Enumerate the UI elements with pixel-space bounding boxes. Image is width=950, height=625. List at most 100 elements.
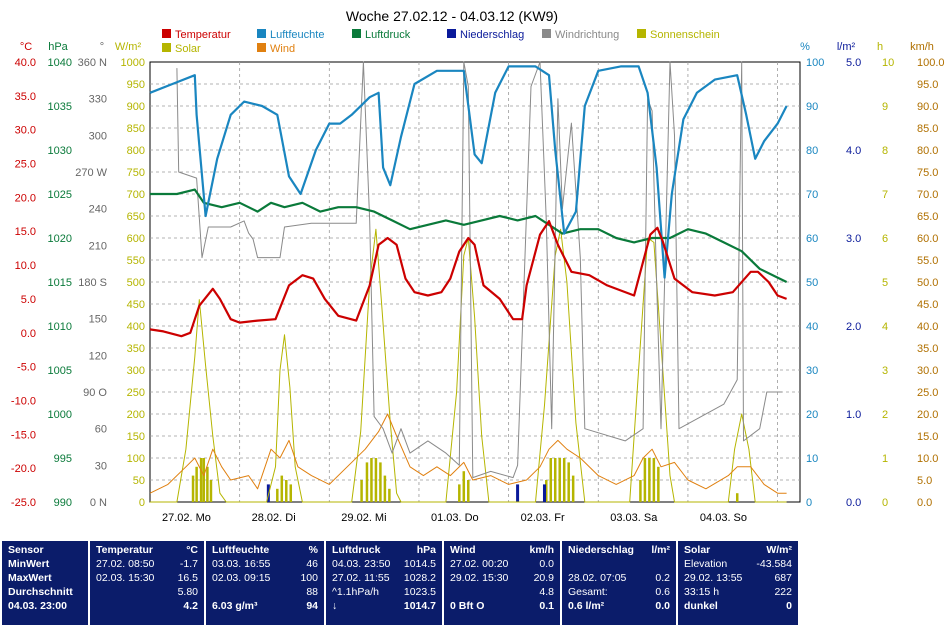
summary-value: 1023.5	[403, 586, 436, 598]
sunshine-bar	[467, 480, 470, 502]
sunshine-bar	[195, 466, 198, 502]
sunshine-bar	[209, 480, 213, 502]
axis-tick-label: 60.0	[917, 233, 938, 245]
axis-tick-label: 65.0	[917, 211, 938, 223]
legend-label: Wind	[270, 43, 295, 55]
sunshine-bar	[735, 493, 739, 502]
summary-label: 0 Bft O	[450, 600, 485, 612]
axis-tick-label: 330	[89, 94, 107, 106]
summary-label: Sensor	[8, 544, 44, 556]
summary-row: Niederschlag l/m²	[568, 543, 670, 557]
sunshine-bar	[206, 466, 209, 502]
sunshine-bar	[458, 484, 461, 502]
summary-label: Niederschlag	[568, 544, 634, 556]
axis-tick-label: 80	[806, 145, 818, 157]
axis-tick-label: 360 N	[78, 57, 107, 69]
axis-tick-label: 90.0	[917, 101, 938, 113]
axis-tick-label: 20.0	[917, 409, 938, 421]
axis-tick-label: 15.0	[15, 226, 36, 238]
axis-tick-label: 7	[882, 189, 888, 201]
axis-tick-label: -20.0	[11, 463, 36, 475]
sunshine-bar	[652, 458, 656, 502]
sunshine-bar	[553, 458, 557, 502]
summary-value: 0.1	[539, 600, 554, 612]
summary-label: dunkel	[684, 600, 718, 612]
summary-row: Wind km/h	[450, 543, 554, 557]
chart-lines	[149, 61, 788, 503]
axis-unit: km/h	[910, 41, 934, 53]
axis-tick-label: 850	[127, 123, 145, 135]
summary-row: Elevation -43.584	[684, 557, 792, 571]
axis-unit: W/m²	[115, 41, 142, 53]
summary-value: 4.8	[539, 586, 554, 598]
summary-value: -43.584	[756, 558, 792, 570]
axis-tick-label: 2	[882, 409, 888, 421]
summary-row: Temperatur °C	[96, 543, 198, 557]
summary-value: 222	[774, 586, 792, 598]
legend-swatch	[637, 29, 646, 38]
x-axis-labels: 27.02. Mo 28.02. Di 29.02. Mi 01.03. Do 02.0…	[162, 512, 747, 524]
x-tick-label: 29.02. Mi	[341, 512, 386, 524]
summary-row: 27.02. 11:55 1028.2	[332, 571, 436, 585]
chart-title: Woche 27.02.12 - 04.03.12 (KW9)	[346, 8, 558, 24]
sunshine-bar	[280, 475, 284, 502]
axis-tick-label: 60	[95, 424, 107, 436]
x-tick-label: 01.03. Do	[431, 512, 479, 524]
axis-tick-label: 1030	[48, 145, 72, 157]
summary-row: 29.02. 13:55 687	[684, 571, 792, 585]
axis-tick-label: 300	[89, 130, 107, 142]
summary-row: 29.02. 15:30 20.9	[450, 571, 554, 585]
series-windrichtung	[176, 61, 783, 479]
axis-tick-label: 90 O	[83, 387, 107, 399]
axis-tick-label: 900	[127, 101, 145, 113]
legend-label: Windrichtung	[555, 29, 619, 41]
axis-tick-label: -15.0	[11, 429, 36, 441]
x-tick-label: 04.03. So	[700, 512, 747, 524]
legend-swatch	[447, 29, 456, 38]
axis-tick-label: 3.0	[846, 233, 861, 245]
summary-value: 0.2	[655, 572, 670, 584]
summary-value: 1014.5	[403, 558, 436, 570]
sunshine-bar	[567, 462, 570, 502]
summary-label: 04.03. 23:50	[332, 558, 391, 570]
series-luftdruck	[150, 188, 788, 283]
sunshine-bar	[657, 466, 660, 502]
summary-label: Luftdruck	[332, 544, 381, 556]
axis-tick-label: 0.0	[846, 497, 861, 509]
axis-tick-label: 20.0	[15, 192, 36, 204]
chart-bars	[191, 458, 739, 502]
axis-tick-label: 0	[806, 497, 812, 509]
legend-swatch	[162, 29, 171, 38]
axis-tick-label: 1	[882, 453, 888, 465]
summary-value: 1014.7	[403, 600, 436, 612]
axis-tick-label: 55.0	[917, 255, 938, 267]
sunshine-bar	[374, 458, 378, 502]
sunshine-bar	[202, 458, 206, 502]
sunshine-bar	[545, 480, 548, 502]
axis-tick-label: -5.0	[17, 362, 36, 374]
summary-row: 0.6 l/m² 0.0	[568, 599, 670, 613]
summary-row: 28.02. 07:05 0.2	[568, 571, 670, 585]
axis-tick-label: 950	[127, 79, 145, 91]
axis-tick-label: 4	[882, 321, 888, 333]
summary-column: Luftdruck hPa 04.03. 23:50 1014.5 27.02. 11:…	[326, 541, 442, 625]
axis-tick-label: 0.0	[917, 497, 932, 509]
summary-value: 5.80	[177, 586, 198, 598]
axis-tick-label: 180 S	[78, 277, 107, 289]
summary-value: °C	[186, 544, 198, 556]
legend-label: Luftdruck	[365, 29, 411, 41]
sunshine-bar	[365, 462, 369, 502]
summary-value: 0.0	[655, 600, 670, 612]
summary-label: 27.02. 08:50	[96, 558, 155, 570]
axis-tick-label: 5.0	[917, 475, 932, 487]
series-solar	[150, 228, 787, 503]
summary-row: 03.03. 16:55 46	[212, 557, 318, 571]
summary-row: 33:15 h 222	[684, 585, 792, 599]
legend-swatch	[257, 29, 266, 38]
sunshine-bar	[558, 458, 561, 502]
sunshine-bar	[289, 484, 293, 502]
legend-swatch	[542, 29, 551, 38]
axis-tick-label: 100	[806, 57, 824, 69]
summary-column: Wind km/h 27.02. 00:20 0.0 29.02. 15:30 20.9 4…	[444, 541, 560, 625]
chart-grid	[150, 62, 800, 502]
